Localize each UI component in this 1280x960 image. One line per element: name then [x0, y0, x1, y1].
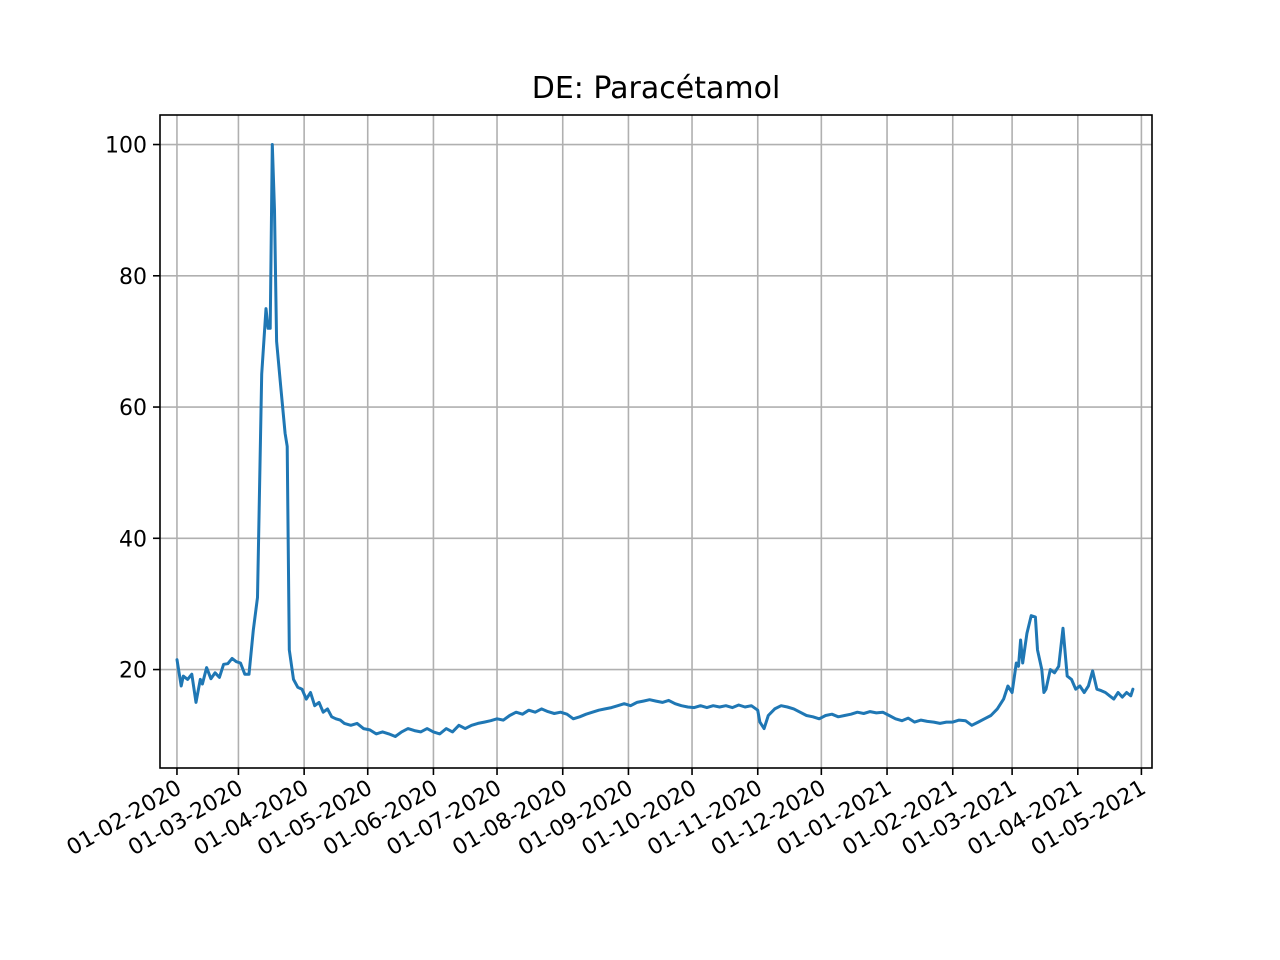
y-axis: 20 40 60 80 100	[105, 134, 160, 684]
chart-title: DE: Paracétamol	[532, 71, 781, 106]
x-axis: 01-02-202001-03-202001-04-202001-05-2020…	[63, 768, 1150, 861]
y-tick-label: 80	[119, 265, 147, 290]
y-tick-label: 40	[119, 527, 147, 552]
series-line	[175, 143, 1135, 738]
y-tick-label: 60	[119, 396, 147, 421]
series-layer	[175, 143, 1135, 738]
y-tick-label: 20	[119, 659, 147, 684]
grid	[160, 115, 1152, 768]
axes-frame	[159, 114, 1153, 769]
y-tick-label: 100	[105, 134, 147, 159]
